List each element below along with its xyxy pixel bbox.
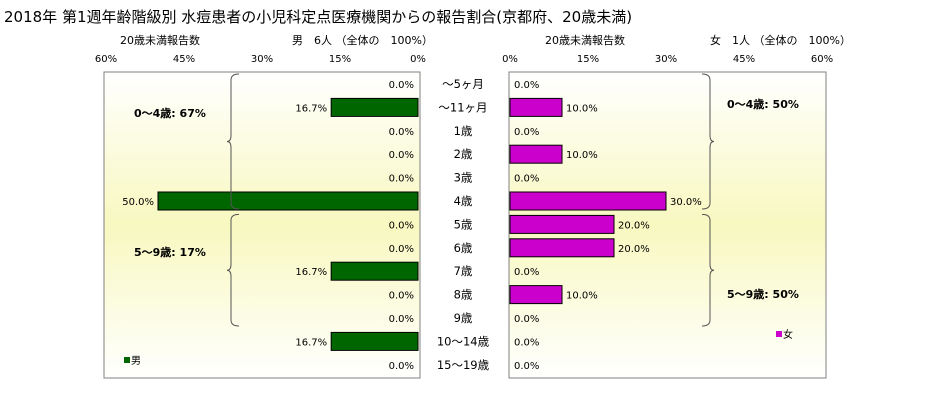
male-bar xyxy=(330,97,419,117)
female-bar xyxy=(509,144,563,164)
female-axis-tick: 45% xyxy=(733,54,755,65)
male-value-label: 16.7% xyxy=(295,337,327,348)
female-bracket-label: 5～9歳: 50% xyxy=(727,287,799,301)
female-value-label: 10.0% xyxy=(566,150,598,161)
female-value-label: 0.0% xyxy=(514,267,539,278)
male-value-label: 0.0% xyxy=(389,314,414,325)
male-legend-swatch xyxy=(124,357,130,363)
male-age-bracket xyxy=(226,73,240,210)
female-value-label: 0.0% xyxy=(514,127,539,138)
male-value-label: 0.0% xyxy=(389,127,414,138)
female-value-label: 10.0% xyxy=(566,291,598,302)
female-legend-label: 女 xyxy=(783,328,793,341)
category-label: 6歳 xyxy=(454,241,473,255)
male-value-label: 0.0% xyxy=(389,361,414,372)
male-bracket-label: 0～4歳: 67% xyxy=(134,106,206,120)
male-bar xyxy=(157,191,419,211)
category-label: 2歳 xyxy=(454,147,473,161)
female-age-bracket xyxy=(701,73,715,210)
category-label: 7歳 xyxy=(454,264,473,278)
category-label: 1歳 xyxy=(454,124,473,138)
male-bracket-label: 5～9歳: 17% xyxy=(134,245,206,259)
female-value-label: 20.0% xyxy=(618,220,650,231)
female-bar xyxy=(509,191,667,211)
category-label: 15～19歳 xyxy=(437,358,490,372)
female-value-label: 0.0% xyxy=(514,80,539,91)
female-bracket-label: 0～4歳: 50% xyxy=(727,97,799,111)
female-value-label: 30.0% xyxy=(670,197,702,208)
female-age-bracket xyxy=(701,213,715,327)
female-value-label: 0.0% xyxy=(514,361,539,372)
male-axis-tick: 0% xyxy=(410,54,426,65)
category-label: 4歳 xyxy=(454,194,473,208)
male-value-label: 0.0% xyxy=(389,174,414,185)
male-axis-tick: 60% xyxy=(95,54,117,65)
male-value-label: 0.0% xyxy=(389,291,414,302)
male-axis-tick: 15% xyxy=(329,54,351,65)
category-label: ～11ヶ月 xyxy=(438,100,487,114)
category-label: ～5ヶ月 xyxy=(442,77,484,91)
female-bar xyxy=(509,214,615,234)
female-bar xyxy=(509,285,563,305)
male-value-label: 0.0% xyxy=(389,244,414,255)
female-bar xyxy=(509,238,615,258)
male-value-label: 16.7% xyxy=(295,267,327,278)
female-axis-tick: 60% xyxy=(811,54,833,65)
male-legend-label: 男 xyxy=(131,355,141,367)
female-value-label: 0.0% xyxy=(514,174,539,185)
male-value-label: 50.0% xyxy=(122,197,154,208)
male-axis-tick: 45% xyxy=(173,54,195,65)
male-plot-area xyxy=(103,71,421,379)
female-legend-swatch xyxy=(776,331,782,337)
male-value-label: 0.0% xyxy=(389,220,414,231)
male-axis-tick: 30% xyxy=(251,54,273,65)
male-header-summary: 男 6人 （全体の 100%） xyxy=(292,33,433,47)
female-value-label: 0.0% xyxy=(514,337,539,348)
female-axis-tick: 15% xyxy=(577,54,599,65)
category-label: 3歳 xyxy=(454,171,473,185)
female-axis-tick: 30% xyxy=(655,54,677,65)
category-label: 8歳 xyxy=(454,288,473,302)
male-bar xyxy=(330,261,419,281)
category-label: 10～14歳 xyxy=(437,334,490,348)
category-label: 5歳 xyxy=(454,217,473,231)
male-value-label: 0.0% xyxy=(389,150,414,161)
female-header-label: 20歳未満報告数 xyxy=(545,34,625,47)
male-value-label: 16.7% xyxy=(295,103,327,114)
female-value-label: 20.0% xyxy=(618,244,650,255)
male-value-label: 0.0% xyxy=(389,80,414,91)
male-bar xyxy=(330,331,419,351)
female-axis-tick: 0% xyxy=(502,54,518,65)
female-bar xyxy=(509,97,563,117)
female-value-label: 0.0% xyxy=(514,314,539,325)
category-label: 9歳 xyxy=(454,311,473,325)
female-header-summary: 女 1人 （全体の 100%） xyxy=(710,33,851,47)
chart-title: 2018年 第1週年齢階級別 水痘患者の小児科定点医療機関からの報告割合(京都府… xyxy=(4,8,632,26)
male-age-bracket xyxy=(226,213,240,327)
female-value-label: 10.0% xyxy=(566,103,598,114)
male-header-label: 20歳未満報告数 xyxy=(120,34,200,47)
